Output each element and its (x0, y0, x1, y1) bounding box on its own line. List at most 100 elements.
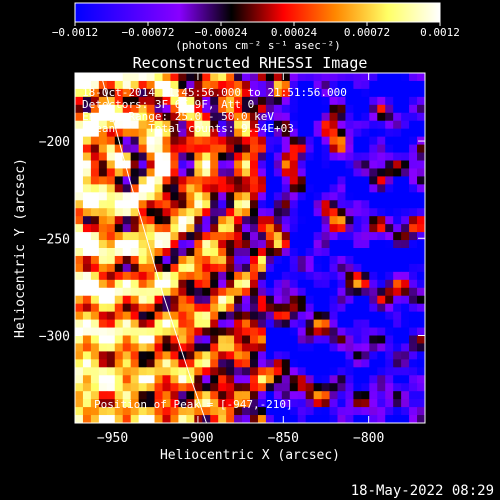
heatmap-cell (377, 152, 386, 161)
heatmap-cell (242, 208, 251, 217)
heatmap-cell (273, 279, 283, 289)
heatmap-cell (226, 128, 235, 138)
heatmap-cell (289, 359, 299, 368)
heatmap-cell (138, 176, 148, 185)
heatmap-cell (154, 255, 163, 265)
heatmap-cell (186, 112, 195, 122)
heatmap-cell (297, 383, 307, 392)
heatmap-cell (106, 255, 116, 265)
heatmap-cell (337, 311, 346, 321)
colorbar-tick-label: 0.00024 (271, 26, 318, 39)
heatmap-cell (75, 96, 84, 106)
heatmap-cell (146, 96, 156, 106)
heatmap-cell (337, 383, 346, 392)
heatmap-cell (90, 311, 100, 321)
heatmap-cell (401, 104, 410, 114)
heatmap-cell (273, 248, 283, 257)
heatmap-cell (281, 311, 291, 321)
heatmap-cell (218, 399, 227, 408)
heatmap-cell (114, 168, 124, 177)
heatmap-cell (186, 240, 195, 249)
heatmap-cell (345, 120, 354, 130)
heatmap-cell (393, 343, 402, 352)
heatmap-cell (409, 88, 418, 98)
heatmap-cell (417, 303, 425, 313)
heatmap-cell (273, 391, 283, 400)
heatmap-cell (218, 327, 227, 336)
heatmap-cell (122, 208, 132, 217)
heatmap-cell (369, 399, 378, 408)
heatmap-cell (90, 192, 100, 201)
heatmap-cell (210, 287, 219, 297)
heatmap-cell (305, 407, 315, 416)
heatmap-cell (178, 407, 187, 416)
heatmap-cell (385, 319, 394, 329)
y-tick-label: −250 (39, 232, 70, 247)
heatmap-cell (393, 319, 402, 329)
heatmap-cell (106, 216, 116, 225)
heatmap-cell (106, 383, 116, 392)
heatmap-cell (393, 176, 402, 185)
heatmap-cell (162, 160, 171, 169)
heatmap-cell (242, 216, 251, 225)
heatmap-cell (210, 319, 219, 329)
heatmap-cell (265, 120, 275, 130)
heatmap-cell (265, 383, 275, 392)
heatmap-cell (106, 343, 116, 352)
heatmap-cell (194, 359, 203, 368)
heatmap-cell (234, 200, 243, 209)
heatmap-cell (281, 240, 291, 249)
heatmap-cell (162, 303, 171, 313)
heatmap-cell (377, 208, 386, 217)
heatmap-cell (321, 128, 331, 138)
heatmap-cell (313, 367, 323, 376)
heatmap-cell (257, 383, 267, 392)
heatmap-cell (337, 407, 346, 416)
heatmap-cell (297, 303, 307, 313)
heatmap-cell (186, 73, 195, 82)
heatmap-cell (361, 232, 370, 241)
heatmap-cell (154, 176, 163, 185)
heatmap-cell (345, 192, 354, 201)
heatmap-cell (250, 152, 259, 161)
heatmap-cell (114, 224, 124, 233)
heatmap-cell (186, 136, 195, 146)
solar-limb-curve (100, 73, 207, 423)
heatmap-cell (369, 351, 378, 360)
heatmap-cell (218, 383, 227, 392)
heatmap-cell (138, 232, 148, 241)
heatmap-cell (361, 80, 370, 90)
heatmap-cell (369, 287, 378, 297)
heatmap-cell (273, 112, 283, 122)
heatmap-cell (289, 303, 299, 313)
heatmap-cell (305, 287, 315, 297)
heatmap-cell (329, 152, 338, 161)
heatmap-cell (329, 335, 338, 344)
heatmap-cell (329, 240, 338, 249)
heatmap-cell (242, 176, 251, 185)
heatmap-cell (106, 144, 116, 154)
heatmap-cell (409, 303, 418, 313)
heatmap-cell (265, 287, 275, 297)
heatmap-cell (289, 88, 299, 98)
heatmap-cell (75, 399, 84, 408)
heatmap-cell (154, 232, 163, 241)
heatmap-cell (273, 120, 283, 130)
heatmap-cell (90, 80, 100, 90)
heatmap-cell (170, 248, 179, 257)
heatmap-cell (297, 232, 307, 241)
heatmap-cell (194, 399, 203, 408)
heatmap-cell (385, 88, 394, 98)
heatmap-cell (194, 224, 203, 233)
heatmap-cell (234, 279, 243, 289)
heatmap-cell (313, 255, 323, 265)
heatmap-cell (409, 160, 418, 169)
heatmap-cell (321, 184, 331, 193)
heatmap-cell (265, 112, 275, 122)
heatmap-cell (273, 128, 283, 138)
heatmap-cell (234, 367, 243, 376)
heatmap-cell (138, 128, 148, 138)
heatmap-cell (82, 383, 92, 392)
heatmap-cell (369, 248, 378, 257)
heatmap-cell (337, 279, 346, 289)
